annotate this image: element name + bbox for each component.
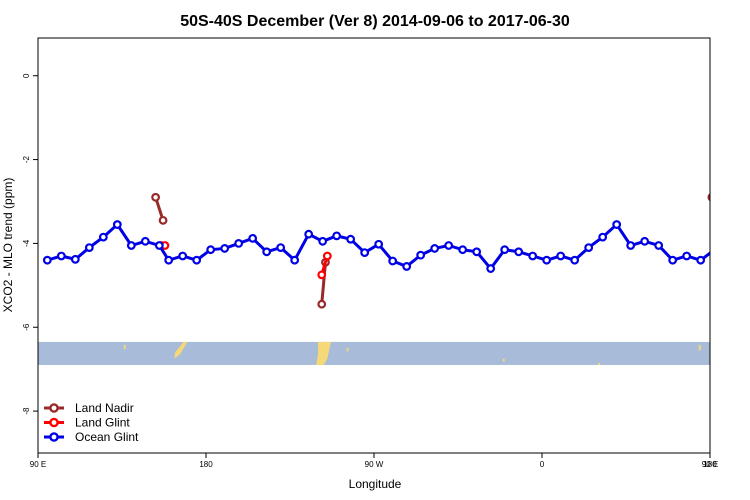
y-axis: 0 -2 -4 -6 -8 <box>22 73 38 415</box>
data-point-land-nadir <box>158 215 168 225</box>
legend-label-ocean-glint: Ocean Glint <box>75 430 139 444</box>
data-point-ocean-glint <box>220 244 230 253</box>
data-point-ocean-glint <box>682 251 692 261</box>
data-point-ocean-glint <box>140 236 150 246</box>
x-tick-label: 180 <box>199 460 213 469</box>
data-point-ocean-glint <box>374 239 384 249</box>
data-point-ocean-glint <box>98 232 108 242</box>
data-point-ocean-glint <box>234 239 244 248</box>
data-point-ocean-glint <box>458 245 468 255</box>
data-point-ocean-glint <box>486 264 496 273</box>
data-point-ocean-glint <box>206 245 216 255</box>
data-point-land-nadir <box>317 299 327 309</box>
data-point-ocean-glint <box>164 255 174 265</box>
map-land-shape-2 <box>729 342 742 359</box>
data-point-land-glint <box>716 242 723 249</box>
chart-title: 50S-40S December (Ver 8) 2014-09-06 to 2… <box>180 13 570 30</box>
data-point-ocean-glint <box>70 254 80 264</box>
y-tick-label: -4 <box>22 239 31 247</box>
data-point-ocean-glint <box>528 251 538 261</box>
y-tick-label: -2 <box>22 155 31 163</box>
plot-content <box>38 192 742 365</box>
data-point-ocean-glint <box>154 241 164 250</box>
data-point-ocean-glint <box>668 255 678 265</box>
data-point-ocean-glint <box>360 248 370 258</box>
data-point-ocean-glint <box>696 255 706 265</box>
map-land-shape-4 <box>698 344 701 351</box>
data-point-ocean-glint <box>262 247 272 257</box>
map-land-shape-0 <box>316 341 332 365</box>
data-point-ocean-glint <box>402 262 412 271</box>
legend-marker-land-glint <box>49 417 59 428</box>
map-land-shape-5 <box>346 348 349 353</box>
data-point-ocean-glint <box>42 255 52 265</box>
map-land-shape-7 <box>502 358 505 362</box>
data-point-land-nadir <box>716 217 723 224</box>
x-tick-label: 90 E <box>30 460 46 469</box>
legend-label-land-glint: Land Glint <box>75 416 130 430</box>
map-land-shape-1 <box>174 341 188 359</box>
data-point-ocean-glint <box>416 250 426 260</box>
x-tick-label: 90 W <box>365 460 384 469</box>
data-point-ocean-glint <box>612 220 622 229</box>
data-point-ocean-glint <box>276 243 286 252</box>
data-point-ocean-glint <box>542 255 552 265</box>
data-point-ocean-glint <box>56 251 66 261</box>
map-land-shape-6 <box>598 362 600 365</box>
data-point-ocean-glint <box>598 232 608 242</box>
data-point-ocean-glint <box>626 241 636 250</box>
y-tick-label: -6 <box>22 323 31 331</box>
data-point-ocean-glint <box>500 245 510 255</box>
data-point-ocean-glint <box>640 236 650 246</box>
data-point-ocean-glint <box>178 251 188 261</box>
data-point-ocean-glint <box>192 255 202 265</box>
data-point-ocean-glint <box>112 220 122 229</box>
x-axis-label: Longitude <box>349 477 402 491</box>
y-tick-label: -8 <box>22 407 31 415</box>
data-point-ocean-glint <box>126 241 136 250</box>
data-point-ocean-glint <box>556 251 566 261</box>
data-point-ocean-glint <box>654 241 664 250</box>
map-strip-ocean <box>38 341 710 365</box>
legend-marker-land-nadir <box>49 403 59 413</box>
data-point-land-glint <box>720 242 727 249</box>
data-point-ocean-glint <box>332 231 342 241</box>
data-point-ocean-glint <box>388 256 398 266</box>
data-point-ocean-glint <box>472 247 482 257</box>
series-ocean-glint <box>42 220 732 273</box>
x-tick-label: 180 <box>703 460 717 469</box>
y-axis-label: XCO2 - MLO trend (ppm) <box>1 178 15 313</box>
data-point-ocean-glint <box>584 243 594 252</box>
data-point-ocean-glint <box>248 233 258 243</box>
map-land-shape-3 <box>123 344 126 350</box>
data-point-ocean-glint <box>318 236 328 246</box>
data-point-ocean-glint <box>444 241 454 250</box>
y-tick-label: 0 <box>22 73 31 78</box>
data-point-ocean-glint <box>570 255 580 265</box>
data-point-ocean-glint <box>346 234 356 244</box>
x-tick-label: 0 <box>540 460 545 469</box>
data-point-land-nadir <box>151 192 161 202</box>
legend-marker-ocean-glint <box>49 432 59 442</box>
plot-clipped <box>38 192 742 365</box>
series-line-land-nadir-2 <box>712 197 719 220</box>
data-point-ocean-glint <box>514 247 524 257</box>
data-point-ocean-glint <box>430 244 440 253</box>
data-point-ocean-glint <box>84 243 94 252</box>
data-point-ocean-glint <box>711 246 718 253</box>
x-tick-label: 90 E <box>702 460 718 469</box>
legend-label-land-nadir: Land Nadir <box>75 401 134 415</box>
data-point-land-glint <box>322 251 332 261</box>
data-point-ocean-glint <box>725 245 732 252</box>
data-point-land-glint <box>317 270 327 280</box>
data-point-ocean-glint <box>290 255 300 265</box>
data-point-ocean-glint <box>304 229 314 239</box>
